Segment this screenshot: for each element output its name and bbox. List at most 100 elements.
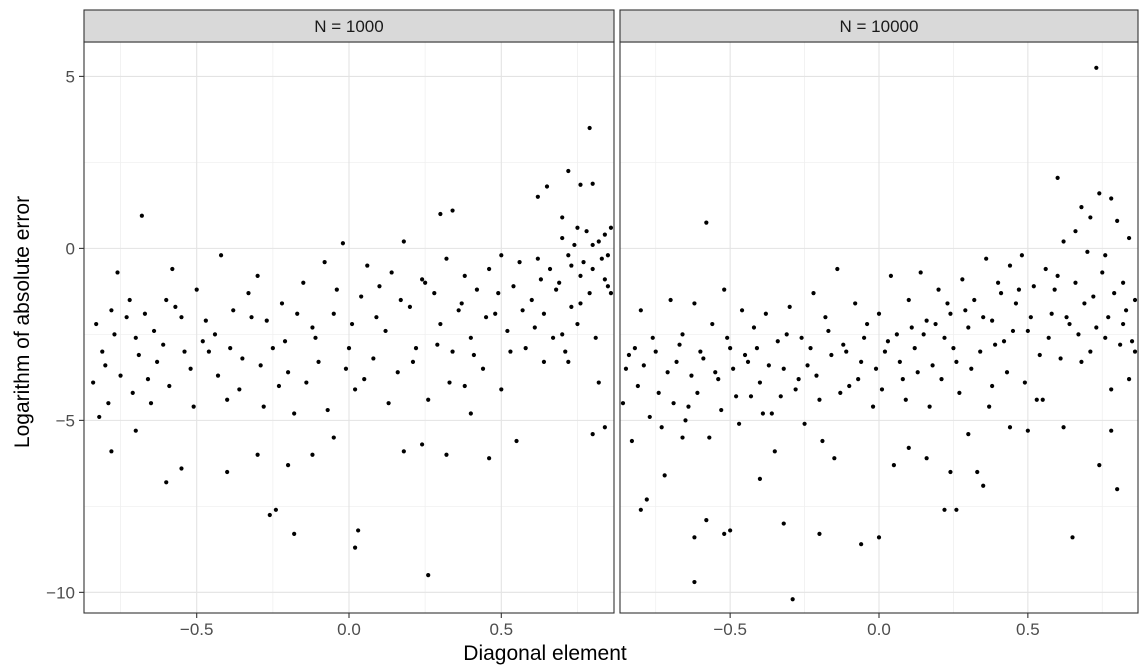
- data-point: [957, 390, 962, 395]
- data-point: [1064, 315, 1069, 320]
- data-point: [587, 291, 592, 296]
- data-point: [282, 339, 288, 344]
- data-point: [924, 456, 929, 461]
- data-point: [1088, 215, 1093, 220]
- data-point: [560, 215, 565, 220]
- data-point: [1106, 315, 1111, 320]
- data-point: [942, 335, 947, 340]
- y-tick-label: −10: [46, 583, 75, 602]
- data-point: [139, 213, 144, 218]
- data-point: [273, 507, 278, 512]
- data-point: [182, 349, 187, 354]
- data-point: [1010, 328, 1016, 334]
- data-point: [757, 476, 763, 481]
- data-point: [1073, 229, 1078, 234]
- data-point: [267, 512, 272, 518]
- data-point: [826, 328, 831, 334]
- data-point: [1073, 280, 1078, 285]
- panel-right-strip-background: [619, 9, 1139, 43]
- data-point: [566, 359, 571, 364]
- data-point: [200, 339, 205, 344]
- data-point: [301, 280, 306, 285]
- data-point: [179, 315, 184, 320]
- data-point: [91, 380, 96, 385]
- data-point: [847, 383, 852, 389]
- data-point: [838, 390, 843, 395]
- data-point: [255, 273, 260, 278]
- data-point: [1132, 297, 1138, 303]
- data-point: [960, 277, 965, 282]
- data-point: [650, 335, 655, 340]
- data-point: [692, 579, 697, 585]
- data-point: [432, 291, 437, 296]
- data-point: [569, 263, 574, 268]
- data-point: [623, 366, 629, 371]
- data-point: [993, 342, 998, 347]
- data-point: [647, 414, 652, 420]
- data-point: [912, 346, 917, 351]
- data-point: [1031, 284, 1036, 289]
- data-point: [748, 394, 754, 399]
- data-point: [596, 239, 601, 244]
- data-point: [665, 370, 670, 375]
- data-point: [757, 380, 763, 385]
- data-point: [966, 325, 971, 330]
- data-point: [231, 308, 236, 313]
- data-point: [793, 387, 798, 392]
- data-point: [787, 304, 792, 309]
- data-point: [569, 304, 574, 309]
- data-point: [1118, 342, 1123, 347]
- data-point: [529, 297, 534, 303]
- data-point: [981, 315, 986, 320]
- data-point: [103, 363, 108, 368]
- data-point: [410, 359, 416, 364]
- data-point: [151, 328, 157, 334]
- data-point: [386, 401, 391, 406]
- panel-left-strip-label: N = 1000: [314, 17, 383, 36]
- data-point: [444, 452, 449, 457]
- panel-left-strip: N = 1000: [83, 9, 615, 43]
- data-point: [450, 208, 455, 213]
- data-point: [799, 335, 804, 340]
- data-point: [1013, 301, 1019, 306]
- data-point: [584, 229, 589, 234]
- data-point: [493, 311, 498, 316]
- data-point: [590, 181, 595, 186]
- data-point: [713, 370, 718, 375]
- data-point: [109, 449, 114, 454]
- data-point: [1055, 175, 1060, 180]
- data-point: [106, 401, 111, 406]
- data-point: [775, 339, 780, 344]
- data-point: [520, 308, 525, 313]
- data-point: [285, 462, 291, 468]
- data-point: [505, 328, 510, 334]
- data-point: [581, 260, 586, 265]
- data-point: [423, 280, 428, 285]
- data-point: [541, 359, 547, 364]
- data-point: [572, 242, 577, 248]
- data-point: [212, 332, 218, 337]
- data-point: [864, 321, 870, 327]
- data-point: [882, 349, 888, 354]
- data-point: [538, 277, 544, 282]
- data-point: [677, 342, 682, 347]
- data-point: [575, 225, 580, 230]
- data-point: [945, 301, 950, 306]
- data-point: [808, 346, 813, 351]
- data-point: [966, 432, 971, 437]
- data-point: [161, 342, 166, 347]
- data-point: [246, 291, 251, 296]
- data-point: [560, 235, 565, 241]
- y-tick-label: −5: [56, 411, 75, 430]
- data-point: [856, 377, 861, 382]
- data-point: [249, 315, 254, 320]
- data-point: [127, 297, 132, 303]
- data-point: [671, 401, 676, 406]
- data-point: [499, 387, 504, 392]
- data-point: [891, 462, 896, 468]
- data-point: [322, 260, 327, 265]
- data-point: [915, 370, 920, 375]
- data-point: [1132, 349, 1138, 354]
- data-point: [879, 387, 885, 392]
- data-point: [155, 359, 160, 364]
